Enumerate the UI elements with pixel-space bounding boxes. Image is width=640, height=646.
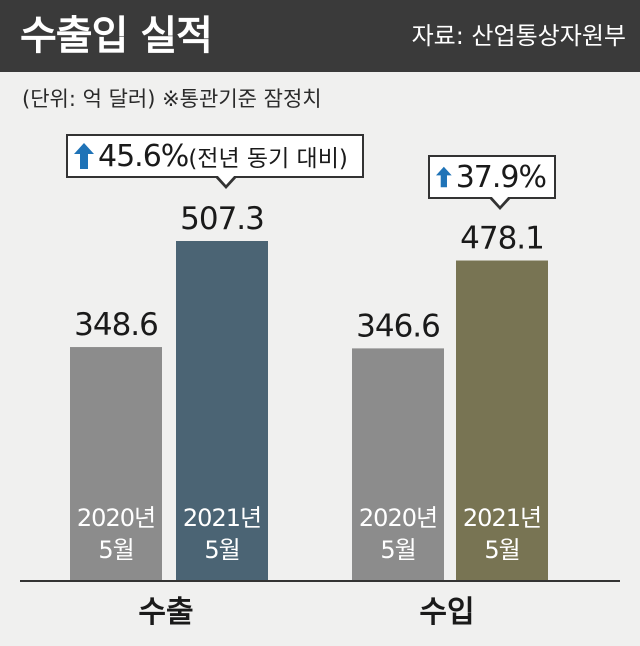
value-label: 507.3 <box>180 201 264 237</box>
import-change-pct: 37.9% <box>455 159 547 195</box>
header-bar: 수출입 실적 자료: 산업통상자원부 <box>0 0 640 72</box>
bar-period-label: 5월 <box>380 536 415 564</box>
value-label: 478.1 <box>460 221 544 257</box>
bar-period-label: 2021년 <box>463 504 541 532</box>
source-label: 자료: 산업통상자원부 <box>411 22 626 50</box>
category-label: 수입 <box>419 595 474 630</box>
up-arrow-icon <box>436 166 452 188</box>
up-arrow-icon <box>74 143 94 169</box>
bar-period-label: 5월 <box>484 536 519 564</box>
export-change-note: (전년 동기 대비) <box>188 146 348 172</box>
unit-note: (단위: 억 달러) ※통관기준 잠정치 <box>22 87 322 111</box>
bar-period-label: 5월 <box>98 536 133 564</box>
bar-0-1 <box>176 241 268 580</box>
bar-period-label: 2020년 <box>77 504 155 532</box>
category-label: 수출 <box>138 595 193 630</box>
bar-period-label: 2021년 <box>183 504 261 532</box>
bar-1-0 <box>352 348 444 580</box>
export-change-callout: 45.6% (전년 동기 대비) <box>66 134 364 189</box>
page-title: 수출입 실적 <box>20 13 213 59</box>
export-change-pct: 45.6% <box>98 138 189 174</box>
value-label: 348.6 <box>74 307 158 343</box>
import-change-callout: 37.9% <box>428 155 556 210</box>
bar-1-1 <box>456 260 548 580</box>
bar-period-label: 2020년 <box>359 504 437 532</box>
value-label: 346.6 <box>356 308 440 344</box>
bar-0-0 <box>70 347 162 580</box>
bar-period-label: 5월 <box>204 536 239 564</box>
